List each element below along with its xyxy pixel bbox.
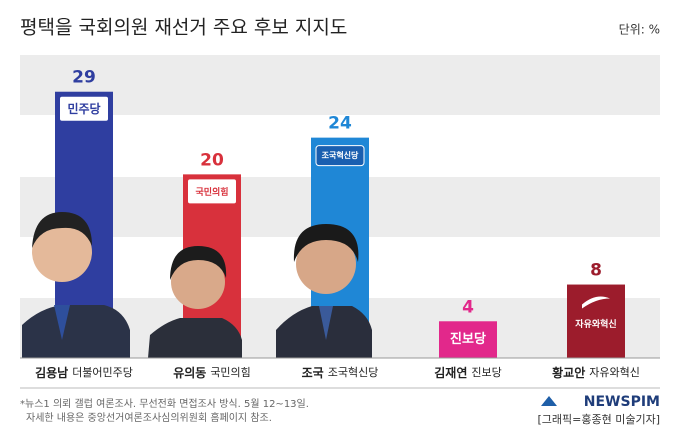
logo: 민주당 [67, 101, 100, 116]
band [20, 55, 660, 115]
logo-box [60, 96, 108, 121]
candidate-name: 김재연 [434, 365, 467, 380]
brand: NEWSPIM [584, 394, 660, 410]
x-tick-label: 조국 조국혁신당 [302, 366, 379, 380]
unit: 단위: % [619, 23, 660, 37]
candidate-name: 황교안 [552, 365, 585, 380]
footnote: 자세한 내용은 중앙선거여론조사심의위원회 홈페이지 참조. [26, 411, 272, 424]
candidate-name: 조국 [302, 366, 324, 380]
logo-box [315, 145, 365, 167]
logo: 진보당 [450, 331, 486, 347]
photo-face [171, 255, 225, 309]
party-name: 진보당 [471, 366, 501, 379]
photo-suit [276, 306, 372, 358]
photo-face [296, 234, 356, 294]
party-name: 조국혁신당 [328, 366, 379, 379]
value-label: 4 [462, 297, 474, 317]
logo: 자유와혁신 [575, 318, 616, 330]
x-tick-label: 김재연 진보당 [434, 365, 502, 380]
photo-tie [319, 306, 333, 340]
credit: [그래픽=홍종현 미술기자] [538, 412, 661, 426]
value-label: 29 [72, 68, 96, 88]
x-tick-label: 유의동 국민의힘 [173, 365, 251, 380]
bar [439, 321, 497, 358]
photo-hair [170, 246, 227, 280]
logo: 조국혁신당 [322, 150, 359, 160]
bar [567, 284, 625, 358]
photo-tie [54, 305, 70, 340]
photo-hair [293, 224, 359, 262]
footnote: *뉴스1 의뢰 갤럽 여론조사. 무선전화 면접조사 방식. 5월 12~13일… [20, 398, 309, 410]
x-tick-label: 김용남 더불어민주당 [35, 365, 133, 380]
value-label: 8 [590, 261, 602, 281]
x-tick-label: 황교안 자유와혁신 [552, 365, 640, 380]
party-name: 더불어민주당 [72, 366, 133, 379]
title: 평택을 국회의원 재선거 주요 후보 지지도 [20, 17, 347, 39]
party-name: 국민의힘 [210, 366, 250, 379]
value-label: 20 [200, 150, 224, 170]
logo-icon [582, 296, 610, 309]
value-label: 24 [328, 114, 352, 134]
photos [22, 212, 372, 358]
candidate-name: 김용남 [35, 365, 68, 380]
brand-icon [541, 396, 557, 406]
photo-suit [148, 318, 242, 358]
candidate-name: 유의동 [173, 365, 206, 380]
photo-hair [32, 212, 92, 248]
photo-suit [22, 305, 130, 358]
photo-face [32, 222, 92, 282]
logo-box [188, 179, 236, 204]
party-name: 자유와혁신 [589, 366, 640, 379]
logo: 국민의힘 [195, 186, 228, 198]
